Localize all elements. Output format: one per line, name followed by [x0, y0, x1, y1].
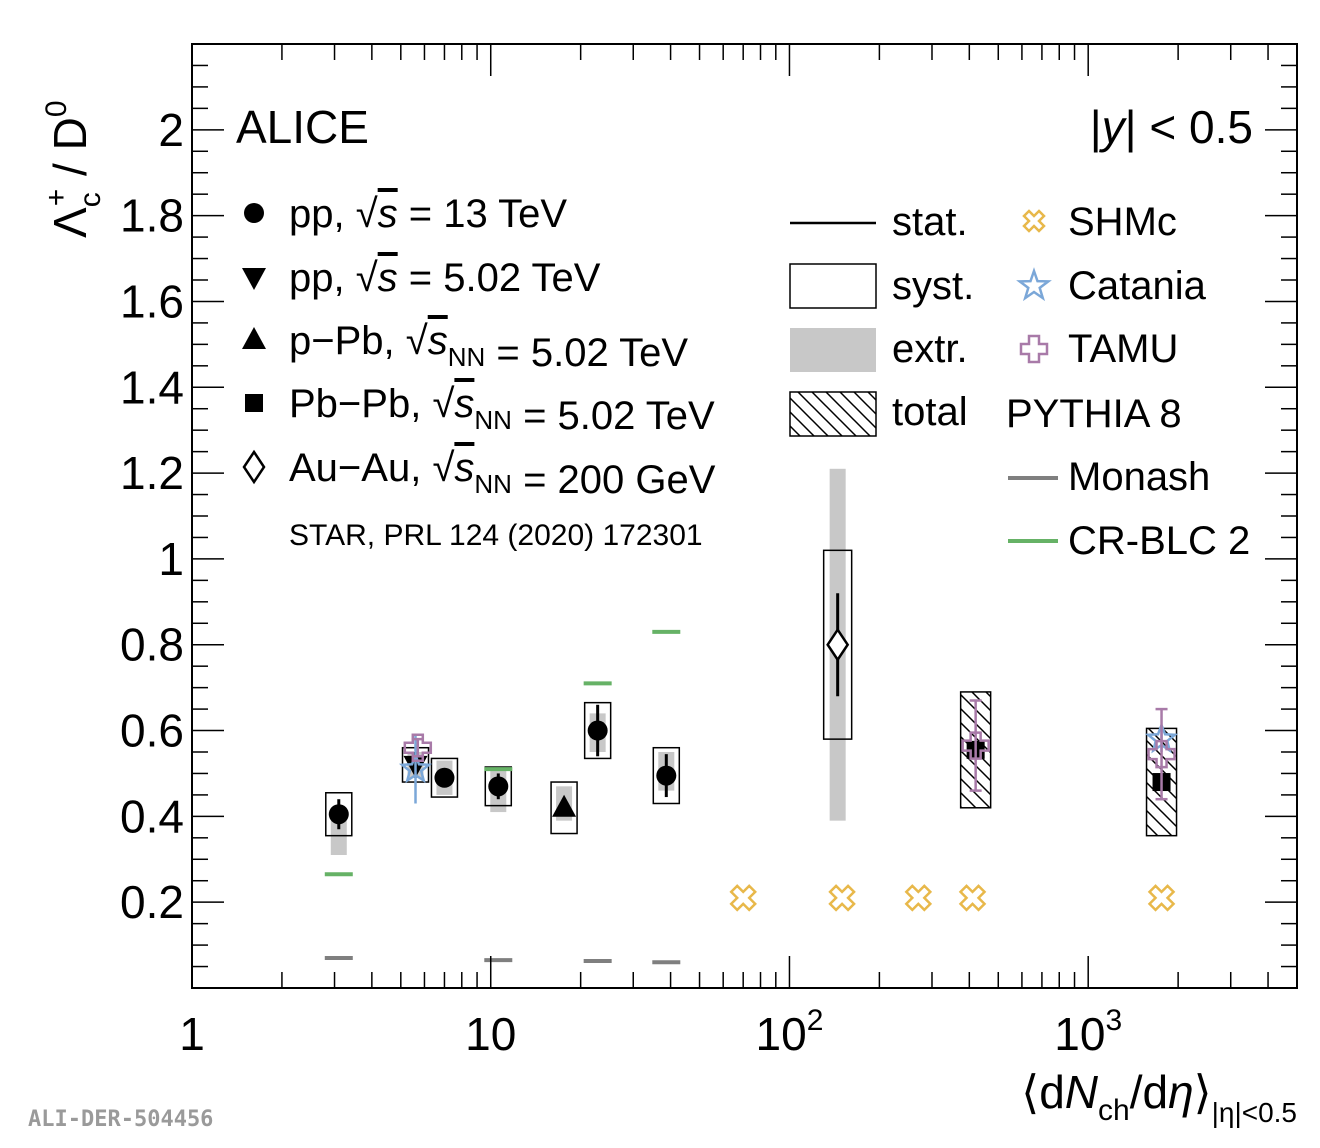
axes: 0.2 0.4 0.6 0.8 1 1.2 1.4 1.6 1.8 2 1 10 102 103 ⟨dNch… — [40, 43, 1298, 1128]
watermark: ALI-DER-504456 — [28, 1107, 213, 1132]
model-marker-shmc — [828, 884, 856, 912]
syst-box — [484, 766, 513, 807]
y-axis-label: Λc+ / D0 — [40, 100, 107, 238]
marker-circle — [488, 776, 509, 797]
legend-uncert-label: syst. — [892, 264, 974, 308]
legend-extr-band — [790, 328, 876, 372]
model-marker-shmc — [958, 884, 987, 912]
syst-box — [325, 792, 353, 837]
x-tick-label: 1 — [179, 1008, 205, 1060]
model-marker-tamu — [403, 733, 433, 762]
marker-triangle-down — [242, 268, 266, 290]
syst-box — [430, 757, 459, 798]
data-markers — [328, 627, 1171, 825]
model-markers — [398, 699, 1179, 912]
legend-model-label: SHMc — [1068, 200, 1177, 244]
legend-data-label: Pb−Pb, √sNN = 5.02 TeV — [289, 382, 715, 438]
legend-data-label: pp, √s = 13 TeV — [289, 192, 567, 236]
legend-tamu-marker — [1019, 334, 1049, 364]
y-tick-label: 1.8 — [120, 190, 184, 242]
systematic-boxes — [325, 549, 1178, 837]
legend-model-label: PYTHIA 8 — [1006, 392, 1182, 436]
syst-box — [822, 549, 853, 740]
legend-data-label: pp, √s = 5.02 TeV — [289, 256, 601, 300]
syst-box — [652, 746, 681, 805]
legend-model-label: TAMU — [1068, 327, 1178, 371]
legend-model-label: Catania — [1068, 264, 1207, 308]
pythia-model-lines — [324, 629, 681, 965]
x-tick-label: 102 — [756, 1004, 824, 1060]
marker-circle — [244, 203, 264, 223]
legend-catania-marker — [1016, 267, 1052, 302]
legend-uncert-label: stat. — [892, 200, 968, 244]
legend-star-ref: STAR, PRL 124 (2020) 172301 — [289, 519, 703, 552]
legend-data-label: p−Pb, √sNN = 5.02 TeV — [289, 319, 688, 375]
y-tick-label: 0.2 — [120, 876, 184, 928]
model-marker-shmc — [1147, 884, 1176, 912]
legend-shmc-marker — [1022, 209, 1046, 233]
y-tick-label: 1.2 — [120, 447, 184, 499]
model-marker-shmc — [904, 884, 933, 912]
legend-data-label: Au−Au, √sNN = 200 GeV — [289, 446, 716, 502]
legend: pp, √s = 13 TeV pp, √s = 5.02 TeV p−Pb, √s… — [242, 192, 1250, 563]
marker-diamond — [242, 449, 266, 485]
marker-triangle-up — [552, 794, 577, 817]
rapidity-label: |y| < 0.5 — [1090, 101, 1253, 153]
legend-total-box — [789, 391, 877, 437]
x-axis-label: ⟨dNch/dη⟩|η|<0.5 — [1021, 1066, 1297, 1128]
model-marker-shmc — [729, 884, 757, 912]
syst-box — [583, 701, 612, 760]
marker-square — [245, 394, 263, 412]
marker-triangle-up — [242, 327, 266, 349]
annotations: ALICE |y| < 0.5 ALI-DER-504456 — [28, 101, 1253, 1132]
model-marker-tamu — [1147, 739, 1176, 769]
y-tick-label: 0.6 — [120, 705, 184, 757]
marker-circle — [328, 804, 349, 825]
marker-circle — [656, 765, 677, 786]
marker-diamond — [826, 627, 850, 662]
legend-model-label: CR-BLC 2 — [1068, 519, 1250, 563]
marker-circle — [587, 720, 608, 741]
y-tick-label: 1.4 — [120, 361, 184, 413]
legend-uncert-label: extr. — [892, 327, 968, 371]
experiment-label: ALICE — [236, 101, 369, 153]
y-tick-label: 1.6 — [120, 275, 184, 327]
x-tick-label: 103 — [1054, 1004, 1122, 1060]
marker-circle — [434, 767, 455, 788]
model-marker-catania — [398, 751, 433, 784]
y-tick-label: 0.4 — [120, 790, 184, 842]
stat-errorbars — [337, 593, 1164, 830]
syst-box — [550, 781, 578, 835]
y-tick-label: 1 — [158, 533, 184, 585]
y-tick-label: 2 — [158, 104, 184, 156]
legend-syst-box — [789, 263, 877, 309]
x-tick-label: 10 — [465, 1008, 516, 1060]
legend-model-label: Monash — [1068, 455, 1210, 499]
plot-frame — [191, 43, 1298, 989]
model-marker-tamu — [961, 731, 990, 760]
y-tick-label: 0.8 — [120, 619, 184, 671]
legend-uncert-label: total — [892, 390, 968, 434]
